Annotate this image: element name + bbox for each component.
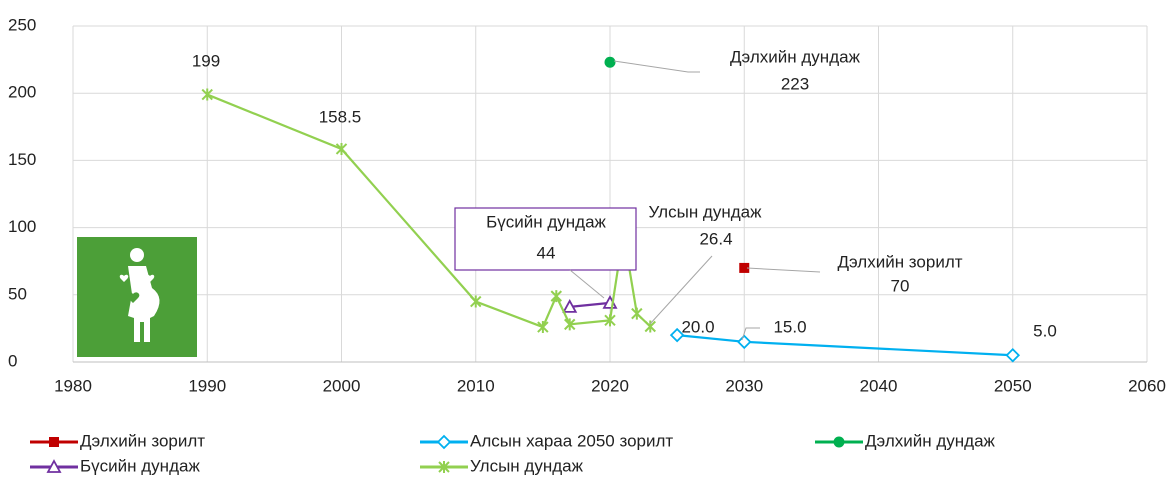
marker — [631, 307, 643, 320]
legend-label: Улсын дундаж — [470, 456, 584, 475]
data-label: 15.0 — [773, 317, 806, 336]
marker — [604, 56, 616, 68]
data-label: 5.0 — [1033, 321, 1057, 340]
icon — [77, 237, 197, 357]
x-tick-label: 2050 — [994, 376, 1032, 395]
y-tick-label: 0 — [8, 351, 17, 370]
marker — [564, 318, 576, 331]
marker — [550, 290, 563, 303]
y-tick-label: 100 — [8, 217, 36, 236]
data-label: Дэлхийн зорилт — [837, 252, 962, 271]
x-tick-label: 2040 — [860, 376, 898, 395]
data-label: 158.5 — [319, 107, 362, 126]
data-label: Улсын дундаж — [649, 202, 763, 221]
marker — [669, 327, 685, 343]
series-line — [677, 334, 1013, 357]
marker — [470, 295, 482, 308]
y-tick-label: 150 — [8, 150, 36, 169]
marker — [436, 434, 452, 450]
data-label: 199 — [192, 51, 220, 70]
marker — [739, 262, 750, 273]
leader-line — [613, 60, 700, 73]
data-label: 44 — [537, 243, 556, 262]
legend-label: Алсын хараа 2050 зорилт — [470, 431, 673, 450]
data-label: 26.4 — [699, 229, 732, 248]
legend-item: Дэлхийн зорилт — [30, 431, 205, 450]
series-line — [206, 93, 652, 329]
marker — [438, 461, 450, 473]
legend-item: Алсын хараа 2050 зорилт — [420, 431, 673, 450]
data-label: 223 — [781, 74, 809, 93]
y-tick-label: 250 — [8, 15, 36, 34]
x-tick-label: 2060 — [1128, 376, 1166, 395]
x-tick-label: 2030 — [725, 376, 763, 395]
legend-item: Улсын дундаж — [420, 456, 584, 475]
label-box — [454, 207, 637, 271]
marker — [201, 88, 213, 101]
marker — [736, 334, 752, 350]
marker — [1005, 348, 1021, 363]
marker — [49, 437, 59, 447]
leader-line — [649, 255, 713, 325]
legend-label: Дэлхийн дундаж — [865, 431, 996, 450]
marker — [644, 320, 656, 333]
x-tick-label: 1990 — [188, 376, 226, 395]
legend-item: Бүсийн дундаж — [30, 456, 200, 475]
leader-line — [741, 327, 760, 341]
data-label: 70 — [891, 276, 910, 295]
x-tick-label: 2010 — [457, 376, 495, 395]
legend-item: Дэлхийн дундаж — [815, 431, 996, 450]
marker — [335, 142, 348, 155]
leader-line — [569, 269, 605, 299]
data-label: Дэлхийн дундаж — [730, 47, 861, 66]
y-tick-label: 200 — [8, 83, 36, 102]
legend-label: Дэлхийн зорилт — [80, 431, 205, 450]
leader-line — [746, 267, 821, 273]
marker — [537, 321, 549, 334]
data-label: 20.0 — [681, 317, 714, 336]
marker — [562, 299, 578, 313]
marker — [604, 314, 616, 327]
series-line — [569, 301, 611, 308]
x-tick-label: 2020 — [591, 376, 629, 395]
marker — [46, 459, 62, 473]
x-tick-label: 2000 — [323, 376, 361, 395]
data-label: Бүсийн дундаж — [486, 212, 606, 231]
x-tick-label: 1980 — [54, 376, 92, 395]
y-tick-label: 50 — [8, 284, 27, 303]
marker — [833, 436, 845, 448]
legend-label: Бүсийн дундаж — [80, 456, 200, 475]
